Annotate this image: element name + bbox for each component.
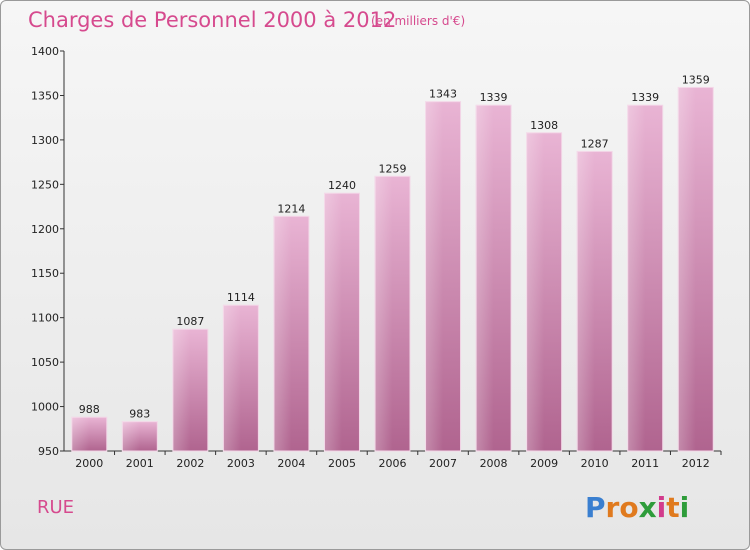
bar-highlight	[375, 176, 393, 452]
bar-value-label: 1259	[379, 162, 407, 175]
x-axis: 2000 2001 2002 2003 2004 2005 2006 2007 2008 2009…	[64, 450, 722, 470]
x-tick-label: 2009	[530, 457, 558, 470]
bar-value-label: 1339	[631, 91, 659, 104]
bar-value-label: 1240	[328, 179, 356, 192]
bar-highlight	[476, 105, 494, 451]
proxiti-logo: Proxiti	[585, 491, 689, 524]
commune-name: RUE	[37, 497, 74, 518]
bar-value-label: 1214	[277, 202, 305, 215]
bar-highlight	[678, 87, 696, 451]
x-tick-label: 2000	[75, 457, 103, 470]
x-tick-label: 2008	[480, 457, 508, 470]
bars-group: 988 983 1087 1114 1214 1240 1259 1343 1339 1308 12…	[71, 73, 714, 452]
x-tick-label: 2011	[631, 457, 659, 470]
bar-value-label: 1308	[530, 119, 558, 132]
bar-highlight	[71, 417, 90, 451]
y-tick-label: 1050	[31, 356, 59, 369]
x-tick-label: 2007	[429, 457, 457, 470]
x-tick-label: 2005	[328, 457, 356, 470]
y-tick-label: 1200	[31, 223, 59, 236]
bar-value-label: 1114	[227, 291, 255, 304]
bar-highlight	[273, 216, 292, 451]
y-tick-label: 1400	[31, 45, 59, 58]
x-tick-label: 2002	[176, 457, 204, 470]
chart-title: Charges de Personnel 2000 à 2012	[28, 8, 396, 32]
y-tick-label: 1300	[31, 134, 59, 147]
x-tick-label: 2012	[682, 457, 710, 470]
bar-highlight	[425, 101, 444, 452]
bar-value-label: 1359	[682, 73, 710, 86]
x-tick-label: 2004	[277, 457, 305, 470]
x-tick-label: 2006	[379, 457, 407, 470]
bar-highlight	[526, 132, 545, 451]
bar-value-label: 1339	[480, 91, 508, 104]
y-tick-label: 1100	[31, 312, 59, 325]
bar-value-label: 1087	[176, 315, 204, 328]
bar-highlight	[627, 105, 646, 451]
bar-value-label: 983	[129, 408, 150, 421]
bar-value-label: 988	[79, 403, 100, 416]
bar-highlight	[122, 421, 140, 451]
y-axis: 950 1000 1050 1100 1150 1200 1250 1300 1350 1400	[31, 45, 65, 458]
x-tick-label: 2003	[227, 457, 255, 470]
bar-value-label: 1343	[429, 88, 457, 101]
bar-highlight	[172, 329, 191, 451]
bar-highlight	[577, 151, 595, 451]
chart-subtitle: (en milliers d'€)	[371, 14, 465, 28]
y-tick-label: 1000	[31, 401, 59, 414]
y-tick-label: 1350	[31, 89, 59, 102]
bar-highlight	[223, 305, 241, 451]
y-tick-label: 1250	[31, 178, 59, 191]
x-tick-label: 2001	[126, 457, 154, 470]
x-tick-label: 2010	[581, 457, 609, 470]
bar-value-label: 1287	[581, 137, 609, 150]
bar-highlight	[324, 193, 342, 451]
y-tick-label: 950	[38, 445, 59, 458]
y-tick-label: 1150	[31, 267, 59, 280]
